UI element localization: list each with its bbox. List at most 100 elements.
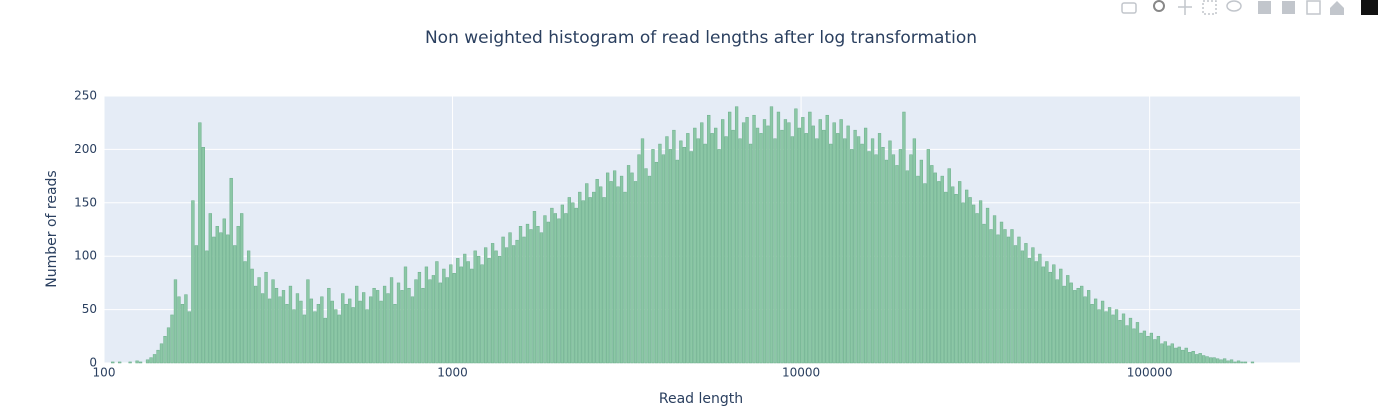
chart-title: Non weighted histogram of read lengths a…: [425, 28, 977, 48]
bar: [619, 175, 624, 364]
bar: [717, 149, 721, 364]
bar: [958, 181, 962, 364]
bar: [414, 279, 418, 364]
bar: [776, 111, 781, 364]
bar: [470, 268, 474, 364]
bar: [327, 287, 331, 364]
bar: [605, 172, 610, 364]
bar: [344, 304, 348, 364]
bar: [431, 275, 436, 364]
bar: [539, 232, 544, 364]
bar: [170, 314, 174, 364]
bar: [954, 194, 958, 364]
bar: [1195, 354, 1199, 364]
pan-icon[interactable]: [1178, 0, 1192, 15]
bar: [1048, 271, 1052, 364]
bar: [1066, 275, 1070, 364]
bar: [846, 125, 850, 364]
bar: [515, 239, 519, 364]
bar: [752, 114, 756, 364]
bar: [759, 133, 763, 364]
bar: [421, 287, 425, 364]
bar: [1013, 245, 1018, 364]
bar: [379, 300, 383, 364]
plotly-logo[interactable]: [1361, 0, 1378, 15]
bar: [403, 266, 408, 364]
bar: [748, 143, 753, 364]
bar: [592, 191, 596, 364]
bar: [550, 207, 554, 364]
autoscale-icon[interactable]: [1306, 0, 1321, 15]
bar: [815, 138, 819, 364]
bar: [1236, 360, 1241, 364]
zoom-out-icon[interactable]: [1282, 1, 1295, 14]
bar: [1100, 300, 1105, 364]
select-icon[interactable]: [1202, 0, 1217, 15]
bar: [1034, 261, 1039, 364]
bar: [445, 277, 449, 364]
bar: [1003, 229, 1007, 364]
bar: [222, 218, 226, 364]
bar: [804, 133, 808, 364]
bar: [306, 279, 310, 364]
bar: [985, 207, 990, 364]
bar: [1111, 314, 1115, 364]
bar: [309, 298, 314, 364]
bar: [693, 127, 697, 364]
bar: [1128, 317, 1133, 364]
bar: [1027, 258, 1032, 364]
bar: [1174, 347, 1178, 364]
bar: [877, 133, 882, 364]
bar: [599, 186, 603, 364]
bar: [504, 247, 509, 364]
bar: [477, 255, 481, 364]
bar: [236, 226, 240, 364]
bar: [919, 159, 924, 364]
bar: [1125, 325, 1129, 364]
bar: [511, 245, 516, 364]
bar: [1045, 261, 1049, 364]
bar: [295, 293, 300, 364]
camera-icon[interactable]: [1121, 2, 1137, 14]
y-tick-label: 0: [89, 356, 97, 370]
bar: [1142, 330, 1147, 364]
bar: [780, 129, 784, 364]
bar: [930, 165, 934, 364]
bar: [191, 200, 195, 364]
bar: [863, 127, 868, 364]
bar: [1139, 332, 1143, 364]
bar: [961, 202, 965, 364]
bar: [978, 200, 983, 364]
bar: [745, 117, 749, 364]
zoom-in-icon[interactable]: [1258, 1, 1271, 14]
bar: [233, 245, 237, 364]
reset-icon[interactable]: [1330, 1, 1344, 15]
bar: [1149, 332, 1153, 364]
bar: [553, 213, 557, 364]
bar: [316, 304, 321, 364]
bar: [574, 207, 578, 364]
bar: [494, 250, 498, 364]
lasso-icon[interactable]: [1226, 0, 1242, 12]
bar: [811, 125, 815, 364]
bar: [536, 226, 540, 364]
bar: [1041, 266, 1045, 364]
x-tick-label: 10000: [782, 366, 820, 380]
bars: [111, 106, 1255, 364]
bar: [292, 309, 296, 364]
bar: [996, 234, 1000, 364]
bar: [947, 168, 951, 364]
bar: [1020, 250, 1025, 364]
bar: [288, 285, 293, 364]
bar: [829, 143, 833, 364]
zoom-icon[interactable]: [1153, 0, 1165, 12]
bar: [898, 149, 903, 364]
bar: [1212, 357, 1216, 364]
bar: [609, 181, 613, 364]
bar: [246, 250, 251, 364]
bar: [508, 232, 512, 364]
bar: [285, 304, 289, 364]
bar: [842, 138, 847, 364]
bar: [138, 361, 143, 364]
bar: [1208, 357, 1213, 364]
